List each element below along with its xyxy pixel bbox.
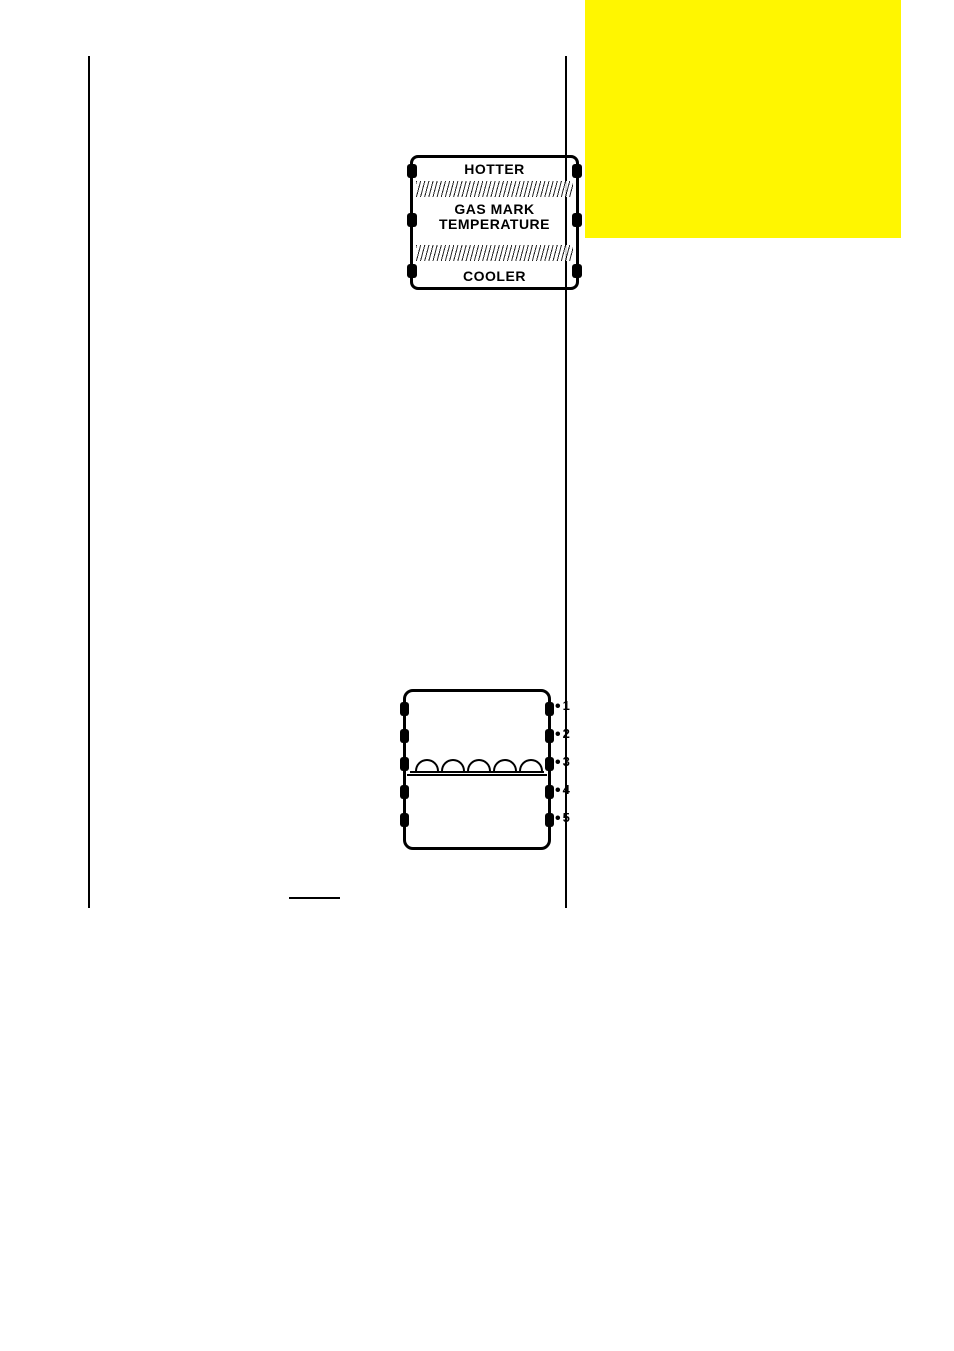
zone-label-hotter: HOTTER bbox=[413, 161, 576, 177]
shelf-runner-notch bbox=[400, 785, 409, 799]
section-tab bbox=[585, 0, 901, 238]
zone-label-gasmark: GAS MARKTEMPERATURE bbox=[413, 202, 576, 231]
underline-rule bbox=[289, 897, 340, 899]
oven-shelf-positions-diagram: 1 2 3 4 5 bbox=[403, 689, 579, 850]
shelf-runner-notch bbox=[400, 702, 409, 716]
shelf-runner-notch bbox=[400, 729, 409, 743]
shelf-line bbox=[410, 771, 544, 773]
shelf-line bbox=[407, 774, 547, 776]
shelf-number: 4 bbox=[555, 781, 570, 799]
zone-label-cooler: COOLER bbox=[413, 268, 576, 284]
shelf-runner-notch bbox=[545, 813, 554, 827]
shelf-runner-notch bbox=[400, 813, 409, 827]
heat-band bbox=[416, 181, 573, 197]
oven-frame bbox=[403, 689, 551, 850]
shelf-number: 5 bbox=[555, 809, 570, 827]
shelf-runner-notch bbox=[400, 757, 409, 771]
shelf-runner-notch bbox=[545, 785, 554, 799]
oven-frame: HOTTER GAS MARKTEMPERATURE COOLER bbox=[410, 155, 579, 290]
shelf-runner-notch bbox=[545, 757, 554, 771]
shelf-number: 2 bbox=[555, 725, 570, 743]
shelf-runner-notch bbox=[545, 702, 554, 716]
oven-shelf bbox=[410, 755, 544, 773]
oven-heat-zones-diagram: HOTTER GAS MARKTEMPERATURE COOLER bbox=[410, 155, 573, 290]
shelf-number: 3 bbox=[555, 753, 570, 771]
shelf-number: 1 bbox=[555, 697, 570, 715]
heat-band bbox=[416, 245, 573, 261]
shelf-runner-notch bbox=[545, 729, 554, 743]
